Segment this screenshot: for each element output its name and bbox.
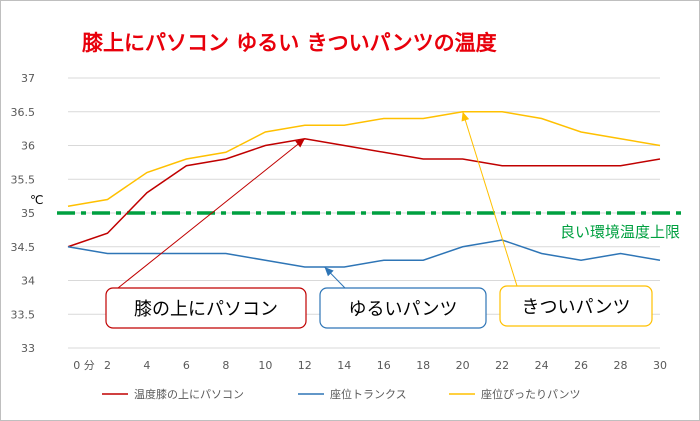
callout-arrow-head <box>324 267 334 277</box>
x-tick-label: 8 <box>222 359 229 372</box>
x-axis-ticks: 0 分 2 4 6 8 10 12 14 16 18 20 22 24 26 28 30 <box>73 359 667 372</box>
x-tick-label: 2 <box>104 359 111 372</box>
x-tick-label: 6 <box>183 359 190 372</box>
callout-arrow-line <box>117 138 306 289</box>
callout-label: きついパンツ <box>522 297 631 318</box>
series-lines <box>67 111 661 268</box>
y-tick-label: 33.5 <box>11 308 36 321</box>
callout-box <box>499 285 653 327</box>
x-tick-label: 14 <box>337 359 351 372</box>
y-tick-label: 34 <box>21 275 35 288</box>
y-tick-label: 33 <box>21 342 35 355</box>
legend: 温度膝の上にパソコン 座位トランクス 座位ぴったりパンツ <box>102 387 581 401</box>
legend-entry: 温度膝の上にパソコン <box>134 387 244 401</box>
y-axis-ticks: 33 33.5 34 34.5 35 35.5 36 36.5 37 <box>11 72 36 355</box>
legend-entry: 座位ぴったりパンツ <box>481 387 581 401</box>
y-axis-unit-label: ℃ <box>30 193 43 207</box>
x-tick-label: 30 <box>653 359 667 372</box>
series-line-2 <box>67 239 661 268</box>
callout-label: 膝の上にパソコン <box>134 299 278 320</box>
x-tick-label: 26 <box>574 359 588 372</box>
y-tick-label: 37 <box>21 72 35 85</box>
x-tick-label: 12 <box>298 359 312 372</box>
callout-arrow-head <box>461 111 470 122</box>
y-tick-label: 36 <box>21 140 35 153</box>
callouts: 膝の上にパソコン ゆるいパンツ きついパンツ <box>105 111 653 329</box>
x-tick-label: 0 分 <box>73 359 95 372</box>
reference-line-group: 良い環境温度上限 <box>57 211 682 241</box>
y-tick-label: 35 <box>21 207 35 220</box>
callout-arrow-line <box>462 111 518 287</box>
x-tick-label: 16 <box>377 359 391 372</box>
x-tick-label: 24 <box>535 359 549 372</box>
x-tick-label: 20 <box>456 359 470 372</box>
x-tick-label: 22 <box>495 359 509 372</box>
callout-label: ゆるいパンツ <box>349 299 458 320</box>
y-tick-label: 34.5 <box>11 241 36 254</box>
callout-box <box>319 287 487 329</box>
legend-entry: 座位トランクス <box>330 387 407 401</box>
callout-arrow-head <box>295 138 305 148</box>
series-line-3 <box>67 111 661 207</box>
series-line-1 <box>67 137 661 248</box>
x-tick-label: 18 <box>416 359 430 372</box>
x-tick-label: 28 <box>614 359 628 372</box>
callout-box <box>105 287 307 329</box>
y-tick-label: 36.5 <box>11 106 36 119</box>
reference-line-label: 良い環境温度上限 <box>560 223 680 241</box>
x-tick-label: 4 <box>143 359 150 372</box>
x-tick-label: 10 <box>258 359 272 372</box>
chart-title: 膝上にパソコン ゆるい きついパンツの温度 <box>82 31 497 55</box>
y-tick-label: 35.5 <box>11 173 36 186</box>
